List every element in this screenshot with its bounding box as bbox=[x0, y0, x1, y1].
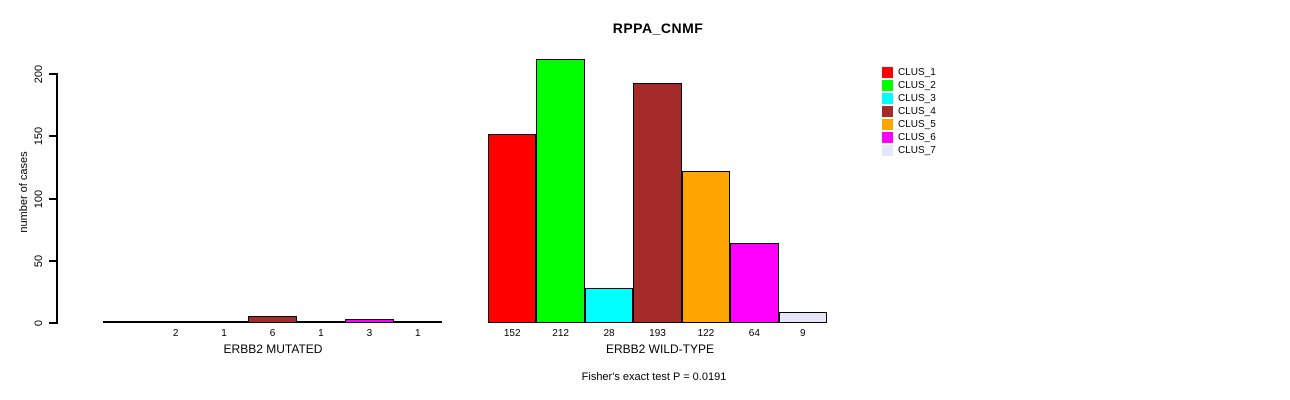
bar-group-erbb2-mutated bbox=[103, 58, 442, 323]
bar-value-label: 193 bbox=[649, 328, 666, 339]
bar-clus_1 bbox=[488, 134, 537, 323]
x-axis-label-erbb2-wild-type: ERBB2 WILD-TYPE bbox=[605, 342, 715, 356]
bar-value-label: 1 bbox=[221, 328, 227, 339]
bar-value-label: 9 bbox=[799, 328, 806, 339]
bar-clus_5 bbox=[296, 321, 346, 323]
y-tick-label: 50 bbox=[33, 254, 45, 267]
fisher-exact-test-annotation: Fisher's exact test P = 0.0191 bbox=[581, 371, 727, 383]
legend-label: CLUS_2 bbox=[898, 80, 936, 91]
bar-clus_3 bbox=[199, 321, 249, 323]
y-tick-mark bbox=[49, 135, 57, 138]
y-tick-mark bbox=[49, 259, 57, 262]
bar-clus_2 bbox=[536, 59, 585, 323]
bar-value-label: 212 bbox=[552, 328, 569, 339]
bar-value-label: 64 bbox=[748, 328, 760, 339]
bar-clus_3 bbox=[584, 288, 634, 323]
legend-swatch bbox=[882, 80, 893, 91]
bar-value-label: 2 bbox=[172, 328, 179, 339]
bar-clus_6 bbox=[345, 319, 394, 323]
legend-entry-clus_2: CLUS_2 bbox=[882, 79, 936, 92]
legend-swatch bbox=[882, 119, 893, 130]
legend-entry-clus_1: CLUS_1 bbox=[882, 66, 936, 79]
legend-entry-clus_5: CLUS_5 bbox=[882, 118, 936, 131]
bar-value-label: 3 bbox=[366, 328, 373, 339]
bar-value-label: 1 bbox=[414, 328, 421, 339]
bar-value-label: 28 bbox=[603, 328, 615, 339]
bar-value-label: 122 bbox=[697, 328, 715, 339]
legend-label: CLUS_7 bbox=[898, 145, 936, 156]
y-tick-label: 0 bbox=[33, 319, 45, 327]
legend-label: CLUS_4 bbox=[898, 106, 936, 117]
legend-entry-clus_4: CLUS_4 bbox=[882, 105, 936, 118]
bar-clus_4 bbox=[633, 83, 682, 323]
legend-swatch bbox=[882, 93, 893, 104]
bar-value-label: 6 bbox=[269, 328, 276, 339]
legend-label: CLUS_1 bbox=[898, 67, 936, 78]
legend-label: CLUS_6 bbox=[898, 132, 936, 143]
legend-entry-clus_7: CLUS_7 bbox=[882, 144, 936, 157]
x-axis-label-erbb2-mutated: ERBB2 MUTATED bbox=[223, 342, 323, 356]
bar-clus_2 bbox=[151, 321, 200, 323]
legend-swatch bbox=[882, 106, 893, 117]
y-tick-label: 150 bbox=[33, 127, 45, 146]
bar-clus_4 bbox=[248, 316, 297, 323]
legend-label: CLUS_3 bbox=[898, 93, 936, 104]
legend-entry-clus_3: CLUS_3 bbox=[882, 92, 936, 105]
y-tick-mark bbox=[49, 197, 57, 200]
y-tick-mark bbox=[49, 73, 57, 75]
y-axis-title: number of cases bbox=[18, 151, 30, 233]
bar-clus_6 bbox=[730, 243, 779, 323]
legend-label: CLUS_5 bbox=[898, 119, 936, 130]
legend: CLUS_1 CLUS_2 CLUS_3 CLUS_4 CLUS_5 CLUS_6 CLUS… bbox=[882, 66, 936, 157]
chart-title: RPPA_CNMF bbox=[612, 20, 704, 36]
y-tick-label: 100 bbox=[33, 189, 45, 208]
y-tick-mark bbox=[49, 322, 57, 324]
legend-swatch bbox=[882, 67, 893, 78]
bar-value-labels-mutated: 2 1 6 1 3 1 bbox=[103, 328, 442, 340]
legend-entry-clus_6: CLUS_6 bbox=[882, 131, 936, 144]
bar-group-erbb2-wild-type bbox=[488, 58, 827, 323]
y-axis-line bbox=[56, 73, 58, 324]
bar-value-label: 152 bbox=[503, 328, 521, 339]
legend-swatch bbox=[882, 145, 893, 156]
y-tick-label: 200 bbox=[33, 64, 45, 84]
bar-value-label: 1 bbox=[318, 328, 324, 339]
bar-clus_7 bbox=[393, 321, 442, 323]
bar-clus_7 bbox=[778, 312, 827, 323]
legend-swatch bbox=[882, 132, 893, 143]
bar-value-labels-wild-type: 152 212 28 193 122 64 9 bbox=[488, 328, 827, 340]
bar-clus_5 bbox=[681, 171, 731, 323]
